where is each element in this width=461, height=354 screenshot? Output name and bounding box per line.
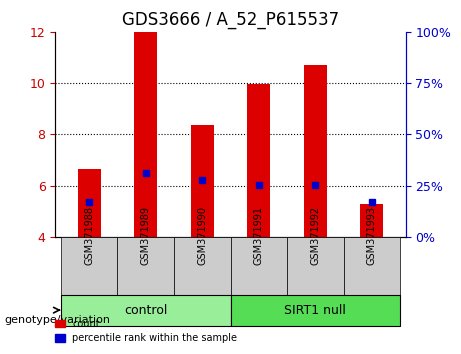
Text: GSM371988: GSM371988	[84, 206, 94, 265]
Text: SIRT1 null: SIRT1 null	[284, 304, 346, 316]
FancyBboxPatch shape	[174, 237, 230, 295]
Bar	[135, 32, 157, 237]
Title: GDS3666 / A_52_P615537: GDS3666 / A_52_P615537	[122, 11, 339, 29]
Text: GSM371991: GSM371991	[254, 206, 264, 265]
FancyBboxPatch shape	[118, 237, 174, 295]
Text: GSM371992: GSM371992	[310, 206, 320, 265]
FancyBboxPatch shape	[230, 295, 400, 326]
FancyBboxPatch shape	[343, 237, 400, 295]
Text: genotype/variation: genotype/variation	[5, 315, 111, 325]
FancyBboxPatch shape	[287, 237, 343, 295]
FancyBboxPatch shape	[61, 295, 230, 326]
Text: GSM371990: GSM371990	[197, 206, 207, 265]
Legend: count, percentile rank within the sample: count, percentile rank within the sample	[51, 315, 241, 347]
Text: GSM371989: GSM371989	[141, 206, 151, 265]
FancyBboxPatch shape	[61, 237, 118, 295]
Bar	[78, 169, 100, 237]
Bar	[248, 84, 270, 237]
Bar	[361, 204, 383, 237]
Text: GSM371993: GSM371993	[367, 206, 377, 265]
Bar	[304, 65, 326, 237]
FancyBboxPatch shape	[230, 237, 287, 295]
Text: control: control	[124, 304, 167, 316]
Bar	[191, 125, 213, 237]
